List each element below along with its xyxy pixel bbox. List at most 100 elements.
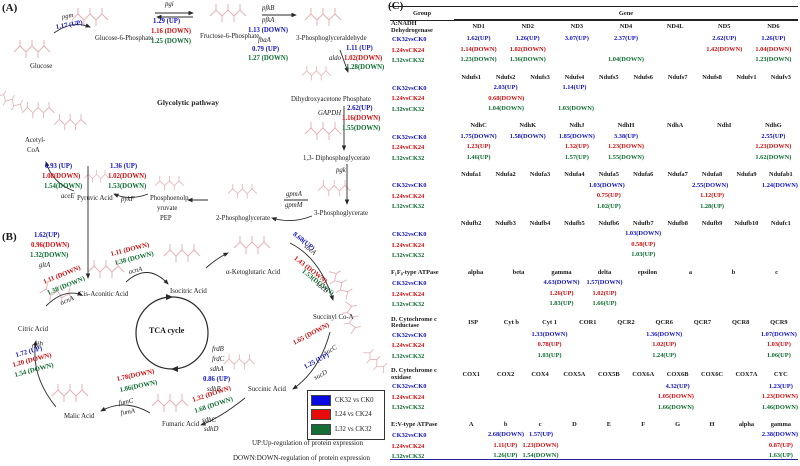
table-gene-column: Ndufb2 xyxy=(460,219,482,227)
table-row-label: L32vsCK32 xyxy=(392,352,425,360)
table-gene-column: Cyt 1 xyxy=(542,318,557,326)
expression-value: 1.02(DOWN) xyxy=(108,173,147,180)
table-value-cell: 1.03(UP) xyxy=(537,351,562,359)
table-gene-column: Ndufb7 xyxy=(632,219,654,227)
table-section-header: NdhC NdhK NdhJ NdhH NdhA NdhI NdhG xyxy=(390,121,798,132)
table-gene-column: b xyxy=(503,420,508,428)
table-gene-column: a xyxy=(688,268,693,276)
table-section-header: Ndufa1 Ndufa2 Ndufa3 Ndufa4 Ndufa5 Ndufa6 Nduf… xyxy=(390,170,798,181)
table-section: A:NADH Dehydrogenase ND1 ND2 ND3 ND4 ND4L ND5 N… xyxy=(390,20,798,66)
table-bottom-rule xyxy=(390,459,798,460)
table-gene-column: NdhG xyxy=(765,122,782,130)
table-row-label: CK32vsCK0 xyxy=(392,36,427,44)
table-gene-column: COX6A xyxy=(632,370,655,378)
table-row-label: CK32vsCK0 xyxy=(392,432,427,440)
table-value-cell: 0.68(DOWN) xyxy=(488,94,525,102)
table-value-cell: 1.05(DOWN) xyxy=(657,393,694,401)
table-value-cell: 1.23(DOWN) xyxy=(761,393,798,401)
table-value-cell: 0.78(UP) xyxy=(537,341,562,349)
table-value-cell: 3.07(UP) xyxy=(564,35,589,43)
table-group-label: E:V-type ATPase xyxy=(391,420,438,428)
table-row: L24vsCK24 1.23(UP) 1.32(UP) 1.23(DOWN) 1.23(… xyxy=(390,142,798,153)
table-row: L24vsCK24 0.58(UP) xyxy=(390,240,798,251)
expression-value: 1.13 (DOWN) xyxy=(248,27,289,34)
metabolite-label: Glycolytic pathway xyxy=(157,98,219,107)
table-value-cell: 1.06(UP) xyxy=(766,351,791,359)
table-row: CK32vsCK0 2.68(DOWN) 1.57(UP) 2.38(DOWN) xyxy=(390,430,798,441)
table-row: CK32vsCK0 1.75(DOWN) 1.58(DOWN) 1.85(DOWN) 3… xyxy=(390,132,798,143)
table-value-cell: 1.03(DOWN) xyxy=(588,181,625,189)
table-row-label: CK32vsCK0 xyxy=(392,280,427,288)
table-row-label: L24vsCK24 xyxy=(392,192,425,200)
table-value-cell: 1.03(DOWN) xyxy=(558,105,595,113)
metabolite-label: PEP xyxy=(160,215,172,222)
table-value-cell: 1.24(DOWN) xyxy=(761,181,798,189)
expression-value: 1.08(DOWN) xyxy=(42,173,81,180)
table-row: CK32vsCK0 4.32(UP) 1.23(UP) xyxy=(390,382,798,393)
table-gene-column: Ndufa4 xyxy=(564,171,585,179)
table-gene-column: Ndufb6 xyxy=(598,219,620,227)
table-section-header: A:NADH Dehydrogenase ND1 ND2 ND3 ND4 ND4L ND5 N… xyxy=(390,20,798,34)
table-gene-column: Ndufs2 xyxy=(495,73,516,81)
table-value-cell: 1.32(UP) xyxy=(564,143,589,151)
table-value-cell: 1.03(UP) xyxy=(631,251,656,259)
expression-value: 1.53(DOWN) xyxy=(108,183,147,190)
table-value-cell: 1.55(DOWN) xyxy=(607,153,645,161)
metabolite-label: Succinyl Co-A xyxy=(313,314,354,321)
legend-swatch xyxy=(311,424,331,436)
metabolite-label: Citric Acid xyxy=(18,326,49,333)
legend-swatch xyxy=(311,394,331,406)
table-row: L24vsCK24 1.05(DOWN) 1.23(DOWN) xyxy=(390,392,798,403)
table-gene-column: Ndufs3 xyxy=(530,73,550,81)
table-row: CK32vsCK0 1.03(DOWN) xyxy=(390,230,798,241)
table-row-label: CK32vsCK0 xyxy=(392,182,427,190)
table-value-cell: 0.58(UP) xyxy=(631,240,656,248)
table-gene-column: Ndufb3 xyxy=(495,219,516,227)
expression-value: 0.86 (UP) xyxy=(203,376,231,383)
table-gene-column: gamma xyxy=(770,420,791,428)
table-gene-column: Ndufab1 xyxy=(768,171,793,179)
gene-label: gltA xyxy=(39,262,51,269)
table-value-cell: 1.83(UP) xyxy=(549,300,574,308)
table-value-cell: 1.26(UP) xyxy=(761,35,786,43)
table-row-label: L24vsCK24 xyxy=(392,442,425,450)
table-row: L24vsCK24 0.75(UP) 1.12(UP) xyxy=(390,191,798,202)
table-gene-column: Ndufa3 xyxy=(529,171,551,179)
table-row-label: L24vsCK24 xyxy=(392,144,425,152)
expression-value: 1.16 (DOWN) xyxy=(151,28,192,35)
table-section-header: F₁F₀-type ATPase alpha beta gamma delta epsil… xyxy=(390,268,798,279)
table-row: CK32vsCK0 1.33(DOWN) 1.36(DOWN) 1.07(DOWN) xyxy=(390,330,798,341)
expression-value: 1.54(DOWN) xyxy=(44,183,83,190)
table-value-cell: 1.33(DOWN) xyxy=(531,330,568,338)
table-row-label: CK32vsCK0 xyxy=(392,133,427,141)
table-gene-column: CYC xyxy=(773,370,788,378)
table-section: F₁F₀-type ATPase alpha beta gamma delta epsil… xyxy=(390,268,798,310)
panel-b-label: (B) xyxy=(2,231,17,243)
table-value-cell: 1.24(UP) xyxy=(652,351,677,359)
table-gene-column: b xyxy=(731,268,736,276)
table-value-cell: 2.38(DOWN) xyxy=(761,431,798,439)
table-value-cell: 1.23(UP) xyxy=(768,382,793,390)
metabolite-label: Isocitric Acid xyxy=(170,288,207,295)
table-gene-column: Ndufv3 xyxy=(770,73,791,81)
table-row: L32vsCK32 1.03(UP) 1.24(UP) 1.06(UP) xyxy=(390,351,798,362)
table-gene-column: Cyt b xyxy=(503,318,519,326)
table-row: L32vsCK32 1.04(DOWN) 1.03(DOWN) xyxy=(390,104,798,115)
table-gene-column: D xyxy=(572,420,577,428)
gene-label: pykF xyxy=(121,196,135,203)
table-value-cell: 1.02(UP) xyxy=(592,289,617,297)
table-gene-column: COX6C xyxy=(701,370,724,378)
expression-value: 1.27 (DOWN) xyxy=(248,55,289,62)
metabolite-label: TCA cycle xyxy=(149,326,185,335)
table-row-label: L24vsCK24 xyxy=(392,241,425,249)
table-value-cell: 2.55(DOWN) xyxy=(692,181,729,189)
table-value-cell: 1.02(UP) xyxy=(596,202,621,210)
table-row: CK32vsCK0 2.03(UP) 1.14(UP) xyxy=(390,83,798,94)
expression-value: 1.55(DOWN) xyxy=(342,125,381,132)
table-gene-column: ND3 xyxy=(570,23,584,31)
gene-label: aldo xyxy=(329,55,342,62)
table-value-cell: 1.12(UP) xyxy=(700,192,725,200)
table-gene-column: ND4L xyxy=(666,23,684,31)
table-value-cell: 1.23(DOWN) xyxy=(755,143,792,151)
